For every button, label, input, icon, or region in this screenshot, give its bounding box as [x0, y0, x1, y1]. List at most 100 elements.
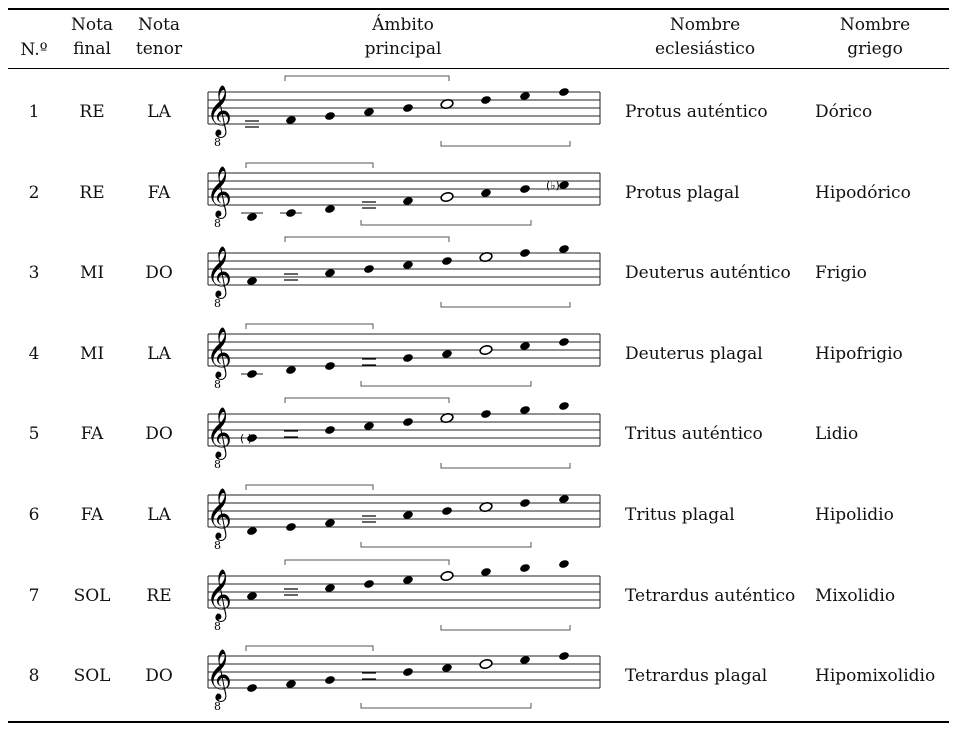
header-ambit-line2: principal	[364, 39, 442, 59]
note-head	[247, 527, 257, 535]
tenor-note-whole	[479, 252, 493, 263]
row-final-note: MI	[79, 343, 105, 364]
row-greek-name: Hipodórico	[815, 182, 911, 203]
octave-eight-mark: 8	[214, 700, 221, 713]
treble-clef-icon: 𝄞	[206, 85, 232, 138]
octave-eight-mark: 8	[214, 458, 221, 471]
note-head	[247, 277, 257, 285]
note-head	[286, 680, 296, 688]
treble-clef-icon: 𝄞	[206, 246, 232, 299]
ambit-bracket	[284, 559, 450, 565]
note-head	[286, 366, 296, 374]
row-tenor-note: DO	[145, 263, 173, 284]
row-ecclesiastical-name: Deuterus auténtico	[625, 263, 791, 284]
ambit-bracket	[284, 397, 450, 404]
note-head	[559, 88, 569, 96]
row-number: 7	[28, 585, 40, 606]
tenor-note-whole	[440, 99, 454, 109]
header-greek-line1: Nombre	[839, 15, 911, 35]
header-ambit-line1: Ámbito	[372, 15, 434, 35]
row-number: 5	[28, 424, 40, 445]
note-head	[520, 406, 530, 415]
row-ecclesiastical-name: Protus plagal	[625, 182, 740, 203]
note-head	[481, 567, 491, 576]
ambit-staff: 𝄞8	[206, 236, 601, 310]
row-tenor-note: LA	[147, 505, 171, 525]
ambit-bracket	[284, 75, 450, 81]
octave-eight-mark: 8	[214, 136, 221, 149]
note-head	[520, 563, 530, 572]
note-head	[442, 350, 452, 358]
tenor-note-whole	[479, 344, 493, 355]
row-ecclesiastical-name: Tritus auténtico	[625, 424, 763, 445]
note-head	[442, 257, 452, 265]
ambit-bracket	[360, 380, 532, 387]
tenor-note-whole	[479, 502, 493, 512]
note-head	[481, 188, 491, 197]
note-head	[481, 410, 491, 419]
note-head	[247, 370, 257, 378]
final-note-breve	[284, 430, 298, 438]
note-head	[286, 116, 296, 124]
header-ecclesiastical-line2: eclesiástico	[654, 39, 756, 59]
final-note-breve	[362, 515, 376, 523]
row-number: 2	[28, 182, 40, 203]
note-head	[520, 656, 530, 664]
treble-clef-icon: 𝄞	[206, 407, 232, 460]
ambit-staff: 𝄞8	[206, 645, 601, 713]
ambit-bracket	[245, 484, 374, 490]
row-final-note: RE	[79, 102, 105, 122]
row-number: 8	[28, 666, 40, 687]
row-final-note: FA	[80, 505, 104, 525]
note-head	[559, 652, 569, 660]
header-number-label: N.º	[20, 40, 48, 60]
row-greek-name: Hipofrigio	[815, 343, 903, 364]
treble-clef-icon: 𝄞	[206, 327, 232, 380]
tenor-note-whole	[440, 413, 454, 424]
header-ecclesiastical: Nombre eclesiástico	[640, 13, 770, 61]
note-head	[403, 104, 413, 112]
row-tenor-note: DO	[145, 666, 173, 687]
treble-clef-icon: 𝄞	[206, 649, 232, 702]
row-final-note: SOL	[73, 585, 111, 606]
note-head	[520, 184, 530, 193]
table-bottom-rule	[8, 721, 949, 723]
note-head	[364, 108, 374, 116]
ambit-bracket	[245, 162, 374, 168]
row-tenor-note: RE	[146, 585, 172, 606]
header-final-line2: final	[73, 39, 111, 59]
row-number: 1	[28, 102, 40, 122]
note-head	[520, 249, 530, 257]
ambit-staff: 𝄞8	[206, 75, 601, 149]
note-head	[559, 402, 569, 411]
row-ecclesiastical-name: Deuterus plagal	[625, 343, 763, 364]
final-note-breve	[362, 200, 376, 209]
note-head	[403, 196, 413, 205]
note-head	[403, 261, 413, 269]
final-note-breve	[284, 587, 298, 596]
note-head	[481, 96, 491, 104]
row-final-note: MI	[79, 263, 105, 284]
note-head	[286, 208, 296, 217]
row-greek-name: Dórico	[815, 102, 873, 122]
row-tenor-note: DO	[145, 424, 173, 445]
row-final-note: FA	[80, 424, 104, 445]
note-head	[403, 668, 413, 676]
row-final-note: SOL	[73, 666, 111, 687]
octave-eight-mark: 8	[214, 620, 221, 633]
row-tenor-note: FA	[147, 182, 171, 203]
row-final-note: RE	[79, 182, 105, 203]
note-head	[325, 519, 335, 527]
row-number: 4	[28, 343, 40, 364]
note-head	[364, 579, 374, 588]
row-greek-name: Hipolidio	[815, 505, 894, 525]
note-head	[325, 583, 335, 592]
row-greek-name: Hipomixolidio	[815, 666, 936, 687]
final-note-breve	[245, 120, 259, 128]
note-head	[403, 511, 413, 519]
final-note-breve	[362, 672, 376, 680]
parenthesized-note-mark: ( )	[240, 432, 252, 445]
header-final-line1: Nota	[70, 15, 114, 35]
octave-eight-mark: 8	[214, 297, 221, 310]
note-head	[364, 422, 374, 431]
